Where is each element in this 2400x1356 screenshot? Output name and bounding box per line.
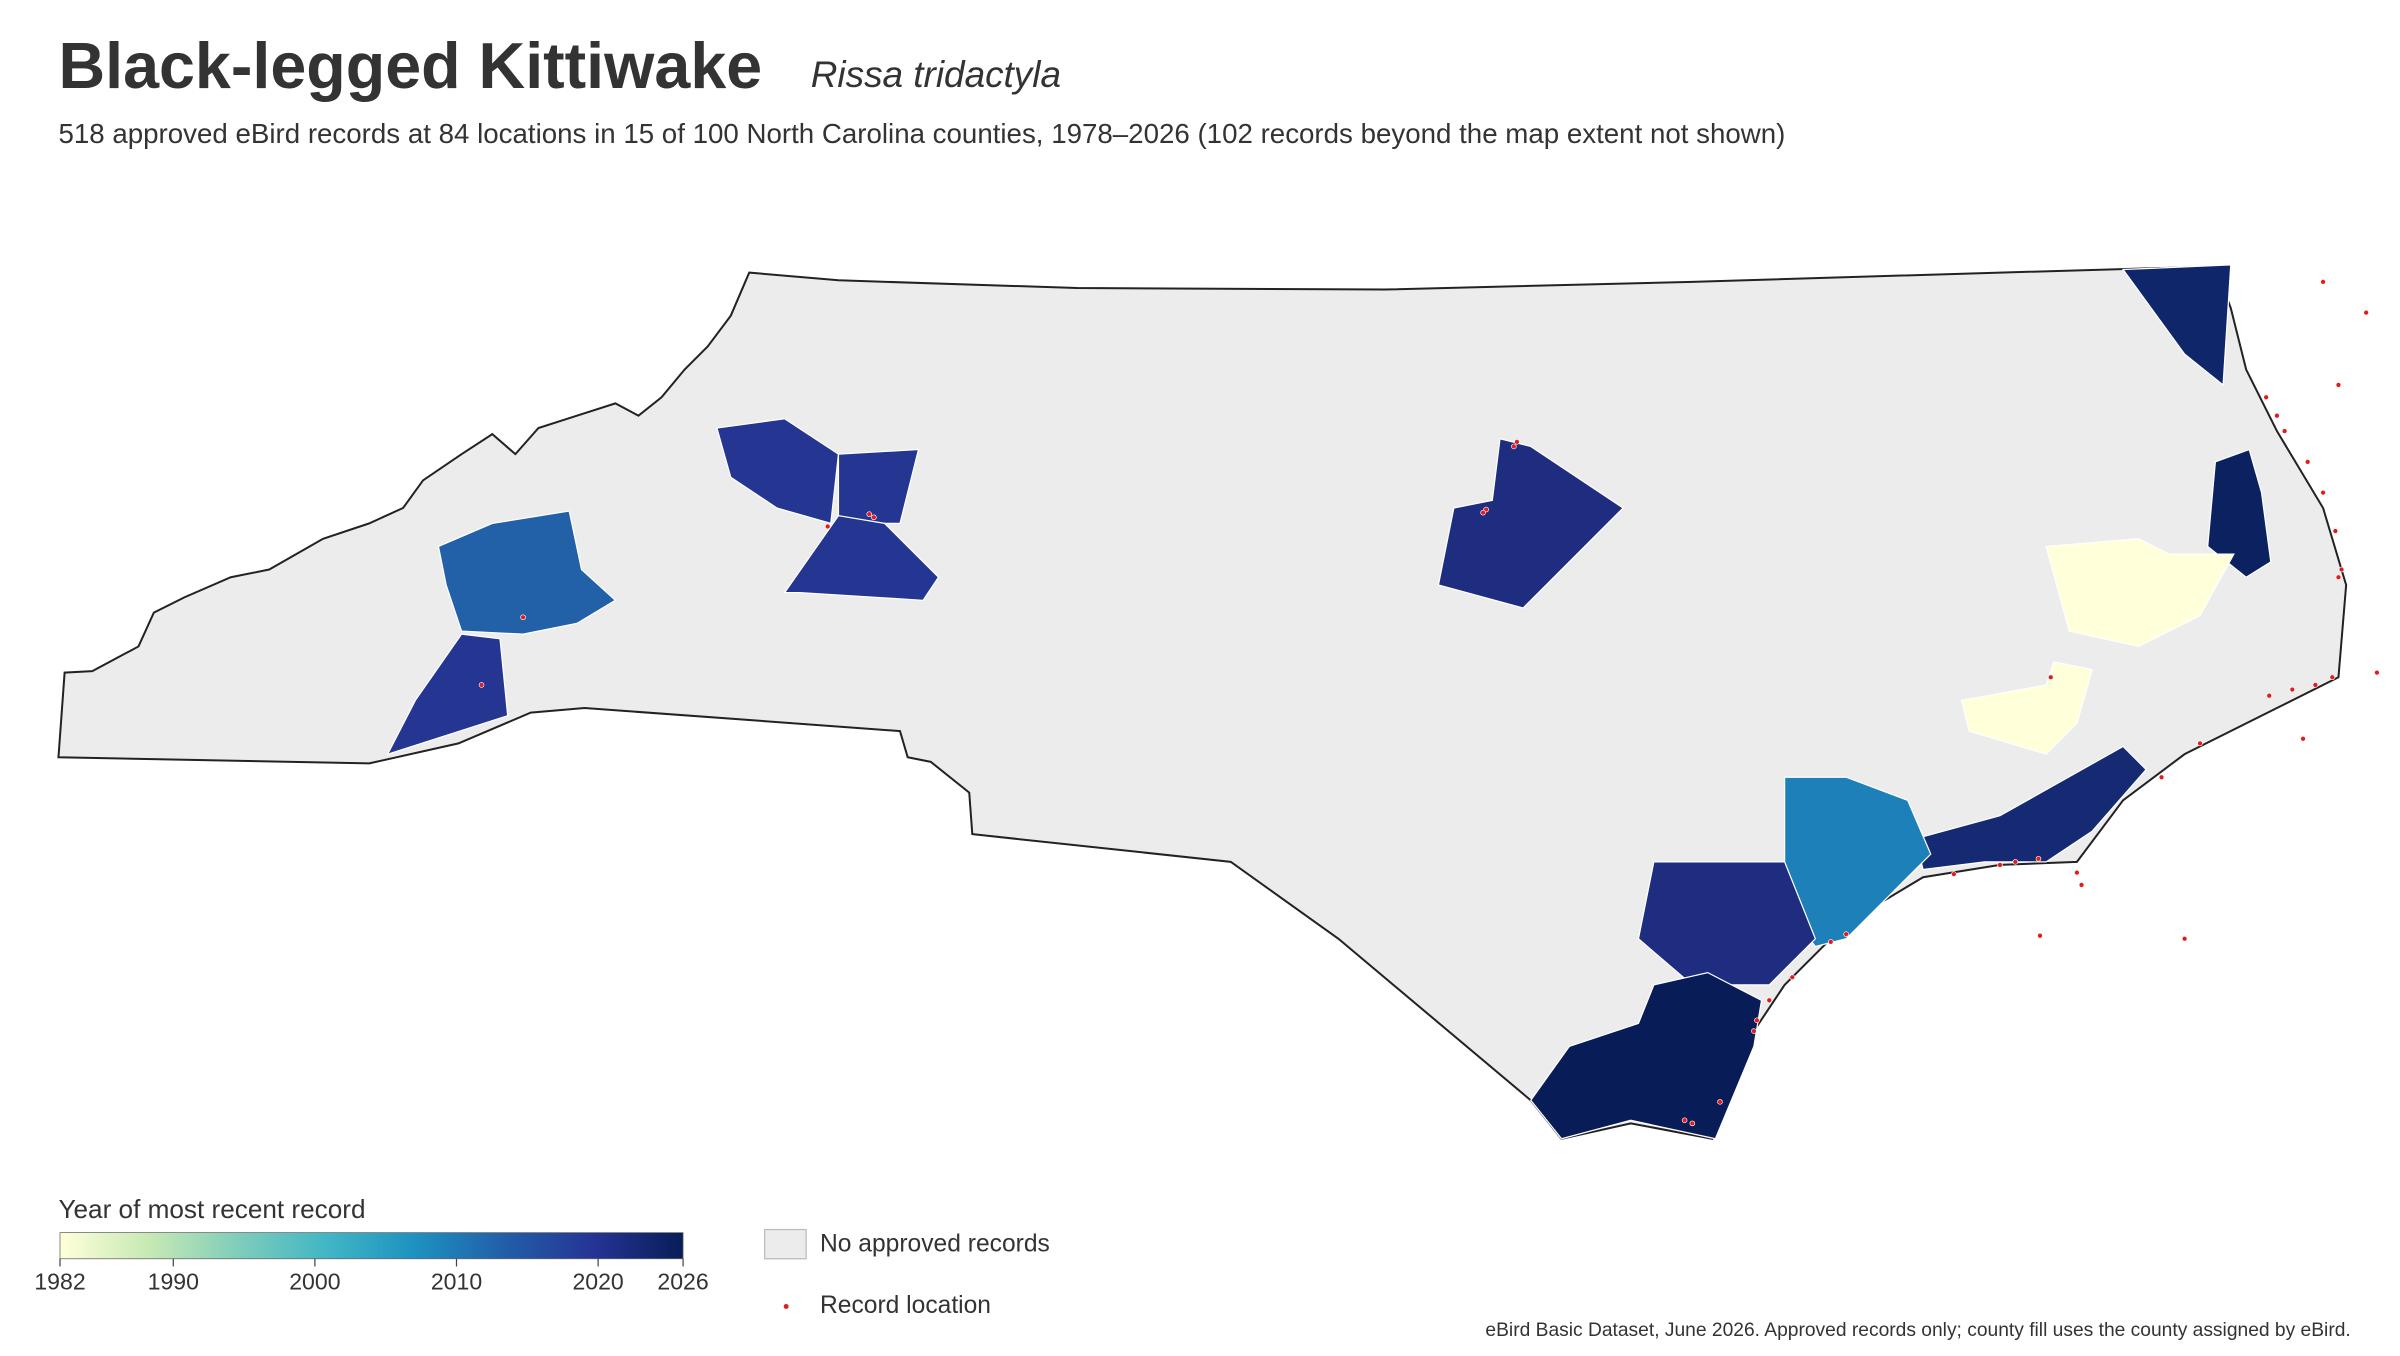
colorbar-tick-label: 2026 — [657, 1268, 708, 1294]
record-point — [2335, 574, 2342, 580]
record-point — [2197, 740, 2203, 747]
record-point — [1843, 931, 1849, 937]
record-point — [2335, 382, 2342, 388]
record-point — [520, 614, 526, 620]
record-point — [1480, 509, 1486, 516]
record-point — [1789, 974, 1796, 981]
colorbar-tick-label: 1982 — [34, 1268, 85, 1294]
colorbar-tick-label: 2010 — [431, 1268, 482, 1294]
record-point — [2281, 428, 2288, 434]
record-point — [1514, 439, 1520, 445]
record-point — [1511, 443, 1517, 450]
record-point — [2300, 735, 2306, 742]
county — [2121, 264, 2232, 387]
record-point — [2320, 489, 2326, 496]
record-point — [2181, 936, 2188, 942]
record-point — [1754, 1017, 1760, 1024]
county — [1637, 861, 1817, 986]
colorbar — [59, 1232, 684, 1260]
no-data-label: No approved records — [820, 1230, 1050, 1257]
record-point — [2266, 692, 2273, 699]
point-label: Record location — [820, 1292, 991, 1319]
record-point — [2312, 682, 2319, 688]
record-point — [824, 523, 831, 530]
colorbar-tick-label: 1990 — [148, 1268, 199, 1294]
record-point — [1766, 997, 1773, 1004]
counties — [386, 264, 2272, 1140]
record-point — [2289, 686, 2296, 693]
title: Black-legged Kittiwake — [58, 30, 762, 102]
record-point — [1951, 871, 1957, 877]
county — [386, 633, 509, 756]
record-point — [2304, 459, 2311, 465]
county — [2207, 448, 2272, 578]
record-point — [2338, 566, 2345, 573]
record-point — [871, 514, 877, 520]
record-point — [2078, 882, 2085, 888]
record-point — [2329, 674, 2336, 680]
county — [1914, 745, 2147, 871]
county — [716, 418, 840, 525]
record-point — [2048, 674, 2054, 680]
no-data-swatch — [764, 1228, 807, 1260]
record-point — [2158, 774, 2165, 780]
record-point — [2274, 412, 2280, 419]
county — [1437, 438, 1625, 609]
colorbar-title: Year of most recent record — [58, 1194, 365, 1224]
county — [2045, 538, 2235, 648]
county — [1960, 661, 2094, 755]
record-point — [478, 682, 485, 688]
source: eBird Basic Dataset, June 2026. Approved… — [1485, 1320, 2350, 1341]
record-point — [2012, 859, 2019, 865]
record-point — [2363, 309, 2369, 316]
record-point — [1751, 1028, 1757, 1034]
record-point — [2374, 669, 2380, 676]
county — [783, 515, 940, 601]
record-point — [2037, 932, 2043, 939]
colorbar-tick-label: 2000 — [289, 1268, 340, 1294]
description: 518 approved eBird records at 84 locatio… — [58, 118, 1785, 149]
record-point — [2263, 394, 2269, 400]
record-point — [2074, 869, 2080, 876]
record-point — [1717, 1099, 1723, 1105]
colorbar-tick-label: 2020 — [572, 1268, 623, 1294]
record-point — [2035, 856, 2042, 862]
record-point — [1997, 862, 2003, 868]
record-points — [478, 279, 2380, 1127]
record-point — [866, 511, 873, 517]
record-point — [1681, 1117, 1688, 1124]
county — [837, 448, 920, 524]
record-point — [1689, 1120, 1696, 1127]
record-point — [2332, 528, 2339, 534]
county — [1529, 971, 1763, 1140]
subtitle: Rissa tridactyla — [811, 54, 1061, 95]
record-point — [2320, 279, 2326, 285]
county — [437, 510, 617, 635]
point-swatch — [783, 1304, 789, 1309]
record-point — [1828, 939, 1834, 945]
